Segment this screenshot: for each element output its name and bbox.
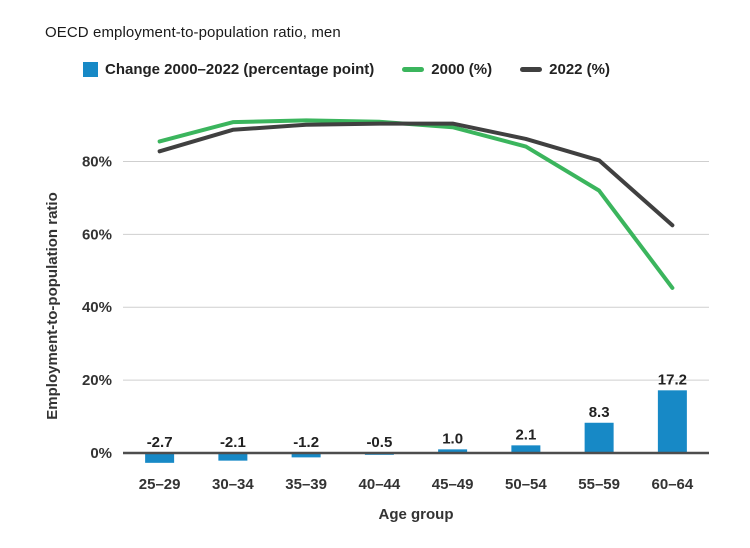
- chart-title: OECD employment-to-population ratio, men: [45, 24, 341, 41]
- legend: Change 2000–2022 (percentage point) 2000…: [83, 61, 610, 78]
- bar-value-label: 17.2: [658, 371, 687, 388]
- bar-series-swatch-icon: [83, 62, 98, 77]
- x-tick-label: 25–29: [139, 476, 181, 493]
- x-tick-label: 40–44: [359, 476, 401, 493]
- y-tick-label: 20%: [82, 372, 112, 389]
- legend-item-line-2022: 2022 (%): [520, 61, 610, 78]
- bar-value-label: -2.7: [147, 434, 173, 451]
- bar-value-label: 8.3: [589, 404, 610, 421]
- line-2022: [157, 121, 675, 228]
- bar-value-label: 1.0: [442, 430, 463, 447]
- y-tick-label: 80%: [82, 153, 112, 170]
- legend-item-bar-change: Change 2000–2022 (percentage point): [83, 61, 374, 78]
- legend-label-line-2022: 2022 (%): [549, 61, 611, 78]
- legend-item-line-2000: 2000 (%): [402, 61, 492, 78]
- y-tick-label: 40%: [82, 299, 112, 316]
- y-tick-label: 0%: [90, 445, 112, 462]
- legend-label-bar-change: Change 2000–2022 (percentage point): [105, 61, 375, 78]
- bar-35–39: [291, 453, 321, 458]
- y-axis-title: Employment-to-population ratio: [44, 192, 61, 419]
- bar-25–29: [145, 453, 175, 463]
- bar-45–49: [438, 449, 468, 453]
- legend-label-line-2000: 2000 (%): [431, 61, 493, 78]
- y-tick-label: 60%: [82, 226, 112, 243]
- bar-value-label: -0.5: [366, 434, 392, 451]
- x-tick-label: 55–59: [578, 476, 620, 493]
- x-tick-label: 60–64: [652, 476, 694, 493]
- bar-value-label: -2.1: [220, 434, 246, 451]
- bar-60–64: [657, 390, 687, 453]
- bar-50–54: [511, 445, 541, 453]
- x-tick-label: 35–39: [285, 476, 327, 493]
- line-2000-swatch-icon: [402, 67, 425, 72]
- line-2022-swatch-icon: [520, 67, 543, 72]
- line-2000: [157, 118, 675, 290]
- x-tick-label: 30–34: [212, 476, 254, 493]
- x-tick-label: 45–49: [432, 476, 474, 493]
- x-axis-title: Age group: [379, 506, 454, 523]
- bar-value-label: -1.2: [293, 434, 319, 451]
- x-tick-label: 50–54: [505, 476, 547, 493]
- bar-55–59: [584, 422, 614, 453]
- bar-value-label: 2.1: [515, 426, 536, 443]
- bar-30–34: [218, 453, 248, 461]
